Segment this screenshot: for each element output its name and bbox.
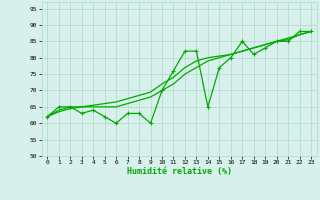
X-axis label: Humidité relative (%): Humidité relative (%) <box>127 167 232 176</box>
